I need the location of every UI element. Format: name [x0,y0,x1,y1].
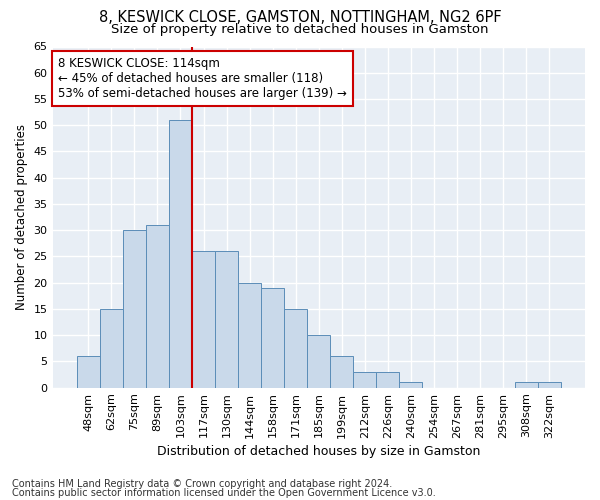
Bar [215,251,238,388]
Bar [353,372,376,388]
Bar [77,356,100,388]
Bar [307,335,330,388]
X-axis label: Distribution of detached houses by size in Gamston: Distribution of detached houses by size … [157,444,481,458]
Bar [330,356,353,388]
Bar [123,230,146,388]
Bar [538,382,561,388]
Bar [238,282,261,388]
Bar [192,251,215,388]
Text: Contains HM Land Registry data © Crown copyright and database right 2024.: Contains HM Land Registry data © Crown c… [12,479,392,489]
Bar [100,309,123,388]
Bar [515,382,538,388]
Text: Size of property relative to detached houses in Gamston: Size of property relative to detached ho… [111,22,489,36]
Bar [284,309,307,388]
Bar [169,120,192,388]
Bar [376,372,400,388]
Text: 8, KESWICK CLOSE, GAMSTON, NOTTINGHAM, NG2 6PF: 8, KESWICK CLOSE, GAMSTON, NOTTINGHAM, N… [98,10,502,25]
Bar [146,225,169,388]
Y-axis label: Number of detached properties: Number of detached properties [15,124,28,310]
Text: 8 KESWICK CLOSE: 114sqm
← 45% of detached houses are smaller (118)
53% of semi-d: 8 KESWICK CLOSE: 114sqm ← 45% of detache… [58,56,347,100]
Bar [400,382,422,388]
Text: Contains public sector information licensed under the Open Government Licence v3: Contains public sector information licen… [12,488,436,498]
Bar [261,288,284,388]
